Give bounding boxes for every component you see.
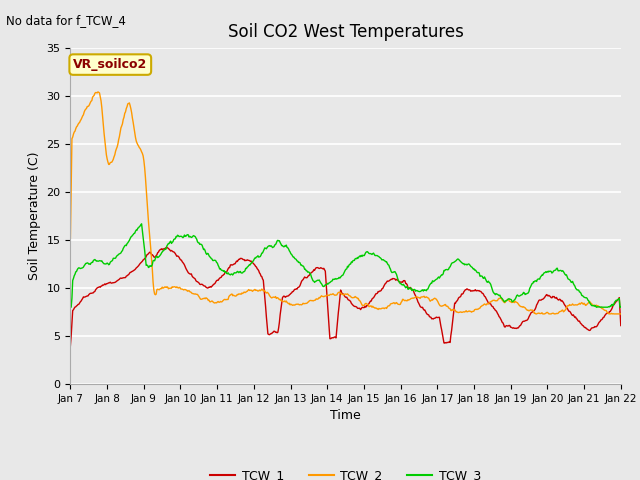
Line: TCW_1: TCW_1 — [70, 247, 621, 346]
TCW_3 — [429, 279, 437, 285]
TCW_1 — [163, 244, 171, 250]
TCW_3 — [133, 228, 141, 233]
TCW_3 — [77, 265, 84, 271]
TCW_3 — [67, 304, 74, 310]
Text: VR_soilco2: VR_soilco2 — [73, 58, 147, 71]
TCW_2 — [532, 311, 540, 317]
TCW_2 — [77, 118, 84, 123]
Y-axis label: Soil Temperature (C): Soil Temperature (C) — [28, 152, 41, 280]
Title: Soil CO2 West Temperatures: Soil CO2 West Temperatures — [228, 23, 463, 41]
TCW_2 — [413, 294, 421, 300]
TCW_1 — [219, 273, 227, 278]
X-axis label: Time: Time — [330, 409, 361, 422]
TCW_1 — [133, 264, 141, 270]
TCW_1 — [67, 343, 74, 348]
Legend: TCW_1, TCW_2, TCW_3: TCW_1, TCW_2, TCW_3 — [205, 464, 486, 480]
TCW_2 — [429, 296, 437, 302]
TCW_3 — [138, 221, 145, 227]
Line: TCW_2: TCW_2 — [70, 92, 621, 314]
TCW_3 — [190, 233, 198, 239]
TCW_2 — [219, 298, 227, 304]
TCW_1 — [190, 275, 198, 281]
TCW_2 — [67, 235, 74, 241]
TCW_3 — [219, 267, 227, 273]
TCW_2 — [617, 311, 625, 317]
TCW_3 — [617, 304, 625, 310]
TCW_2 — [134, 142, 141, 148]
TCW_1 — [617, 323, 625, 328]
TCW_1 — [77, 299, 84, 305]
Text: No data for f_TCW_4: No data for f_TCW_4 — [6, 14, 126, 27]
TCW_2 — [94, 89, 102, 95]
TCW_1 — [413, 297, 421, 302]
Line: TCW_3: TCW_3 — [70, 224, 621, 307]
TCW_2 — [190, 291, 198, 297]
TCW_1 — [429, 316, 437, 322]
TCW_3 — [413, 288, 421, 293]
